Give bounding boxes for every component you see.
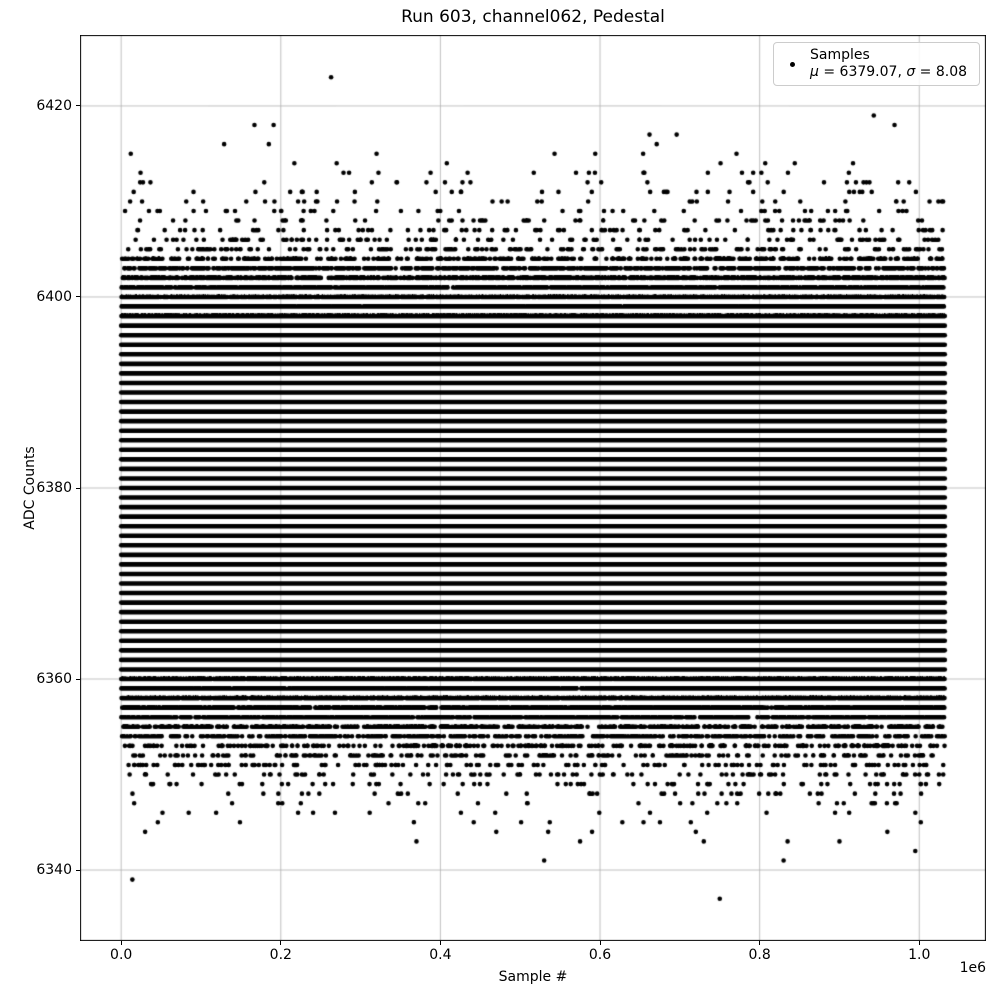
x-tick-mark — [439, 941, 441, 945]
x-tick-mark — [120, 941, 122, 945]
x-tick-mark — [759, 941, 761, 945]
x-tick-label: 1.0 — [908, 947, 931, 963]
y-tick-mark — [76, 487, 80, 489]
scatter-canvas — [80, 35, 986, 941]
legend-label: Samples — [810, 47, 870, 63]
y-tick-label: 6400 — [36, 288, 72, 305]
legend: Samples μ = 6379.07, σ = 8.08 — [773, 42, 980, 86]
x-axis-offset-label: 1e6 — [959, 960, 986, 976]
x-tick-label: 0.0 — [110, 947, 133, 963]
x-tick-label: 0.2 — [269, 947, 292, 963]
y-tick-mark — [76, 869, 80, 871]
y-tick-label: 6420 — [36, 97, 72, 114]
plot-area: Samples μ = 6379.07, σ = 8.08 — [80, 35, 986, 941]
y-tick-mark — [76, 296, 80, 298]
mu-symbol: μ — [810, 64, 819, 80]
x-tick-label: 0.4 — [429, 947, 452, 963]
sigma-value: = 8.08 — [915, 64, 968, 80]
x-tick-label: 0.6 — [588, 947, 612, 963]
legend-text: Samples μ = 6379.07, σ = 8.08 — [810, 47, 967, 81]
legend-marker-column — [774, 61, 810, 67]
sigma-symbol: σ — [906, 64, 916, 80]
y-tick-mark — [76, 105, 80, 107]
x-tick-mark — [280, 941, 282, 945]
chart-title: Run 603, channel062, Pedestal — [401, 7, 665, 27]
y-tick-mark — [76, 678, 80, 680]
sample-marker-icon — [789, 61, 795, 67]
y-tick-label: 6340 — [36, 862, 72, 879]
x-tick-mark — [599, 941, 601, 945]
x-tick-label: 0.8 — [748, 947, 771, 963]
x-axis-label: Sample # — [498, 969, 568, 985]
y-tick-label: 6380 — [36, 480, 72, 496]
y-tick-label: 6360 — [36, 671, 72, 688]
legend-stats: μ = 6379.07, σ = 8.08 — [810, 64, 967, 81]
mu-value: = 6379.07, — [818, 64, 907, 80]
x-tick-mark — [918, 941, 920, 945]
